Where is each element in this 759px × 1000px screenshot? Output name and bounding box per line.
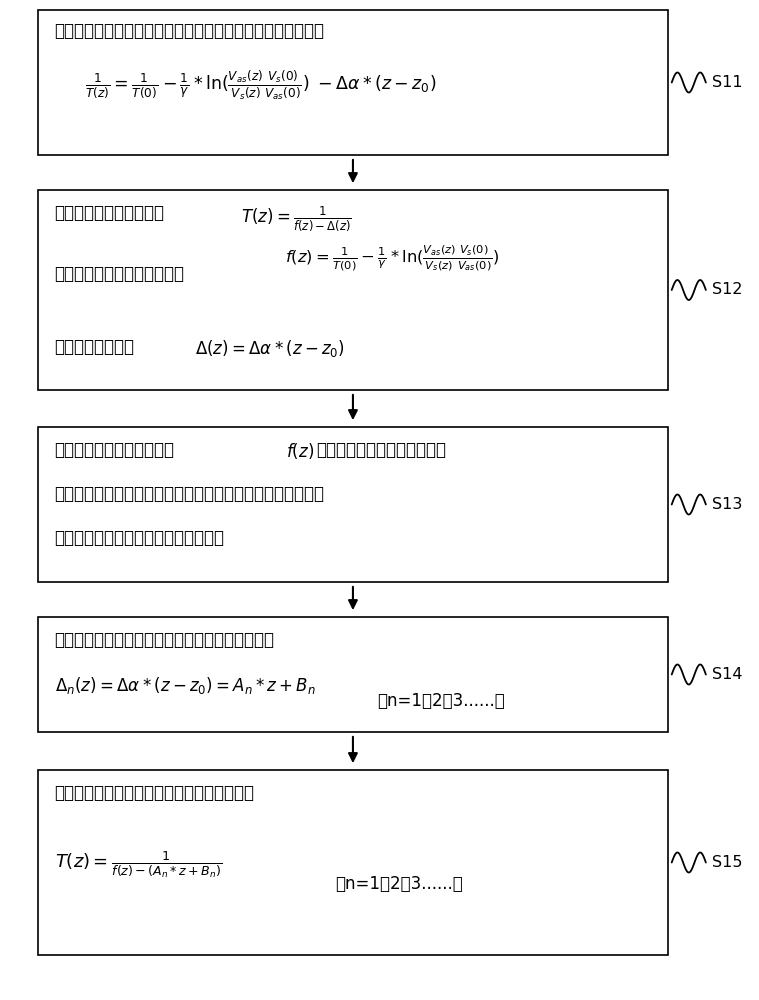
Text: $T(z)=\frac{1}{f(z)-\Delta(z)}$: $T(z)=\frac{1}{f(z)-\Delta(z)}$ <box>241 204 351 233</box>
Text: S11: S11 <box>712 75 742 90</box>
Text: 基于光时域反射原理和参考光纤法的原始温度解调计算公式：: 基于光时域反射原理和参考光纤法的原始温度解调计算公式： <box>55 22 325 40</box>
FancyBboxPatch shape <box>38 770 668 955</box>
Text: $\Delta(z)=\Delta\alpha*(z-z_{0})$: $\Delta(z)=\Delta\alpha*(z-z_{0})$ <box>195 338 345 359</box>
Text: 改写温度解调计算公式：: 改写温度解调计算公式： <box>55 204 165 222</box>
Text: 采用线性拟合方式计算各分段的修正量数据曲线：: 采用线性拟合方式计算各分段的修正量数据曲线： <box>55 631 275 649</box>
Text: $f(z)$: $f(z)$ <box>286 441 314 461</box>
Text: $T(z)=\frac{1}{f(z)-(A_{n}*z+B_{n})}$: $T(z)=\frac{1}{f(z)-(A_{n}*z+B_{n})}$ <box>55 850 222 880</box>
Text: 为非线性曲线，需要先将该曲: 为非线性曲线，需要先将该曲 <box>317 441 446 459</box>
Text: 线分为若干个近似线性的分段区间，该功能可通过未修正的温: 线分为若干个近似线性的分段区间，该功能可通过未修正的温 <box>55 485 325 503</box>
Text: （n=1、2、3......）: （n=1、2、3......） <box>377 692 505 710</box>
FancyBboxPatch shape <box>38 617 668 732</box>
Text: 未修正的温度数据反比曲线：: 未修正的温度数据反比曲线： <box>55 265 184 283</box>
Text: $f(z)=\frac{1}{T(0)}-\frac{1}{\gamma}*\ln(\frac{V_{as}(z)}{V_{s}(z)}\frac{V_{s}(: $f(z)=\frac{1}{T(0)}-\frac{1}{\gamma}*\l… <box>285 243 499 273</box>
Text: 度数据反比曲线的变化趋势来自动分段: 度数据反比曲线的变化趋势来自动分段 <box>55 529 225 547</box>
Text: 修正量数据曲线：: 修正量数据曲线： <box>55 338 134 356</box>
FancyBboxPatch shape <box>38 190 668 390</box>
Text: $\Delta_{n}(z)=\Delta\alpha*(z-z_{0})=A_{n}*z+B_{n}$: $\Delta_{n}(z)=\Delta\alpha*(z-z_{0})=A_… <box>55 674 316 696</box>
FancyBboxPatch shape <box>38 10 668 155</box>
Text: S14: S14 <box>712 667 742 682</box>
Text: （n=1、2、3......）: （n=1、2、3......） <box>335 875 463 893</box>
Text: S15: S15 <box>712 855 742 870</box>
Text: $\frac{1}{T(z)}=\frac{1}{T(0)}-\frac{1}{\gamma}*\ln(\frac{V_{as}(z)}{V_{s}(z)}\f: $\frac{1}{T(z)}=\frac{1}{T(0)}-\frac{1}{… <box>85 68 436 102</box>
Text: S13: S13 <box>712 497 742 512</box>
FancyBboxPatch shape <box>38 427 668 582</box>
Text: S12: S12 <box>712 282 742 298</box>
Text: 采用本发明的修正算法的温度解调计算公式：: 采用本发明的修正算法的温度解调计算公式： <box>55 784 255 802</box>
Text: 未修正的温度数据反比曲线: 未修正的温度数据反比曲线 <box>55 441 175 459</box>
